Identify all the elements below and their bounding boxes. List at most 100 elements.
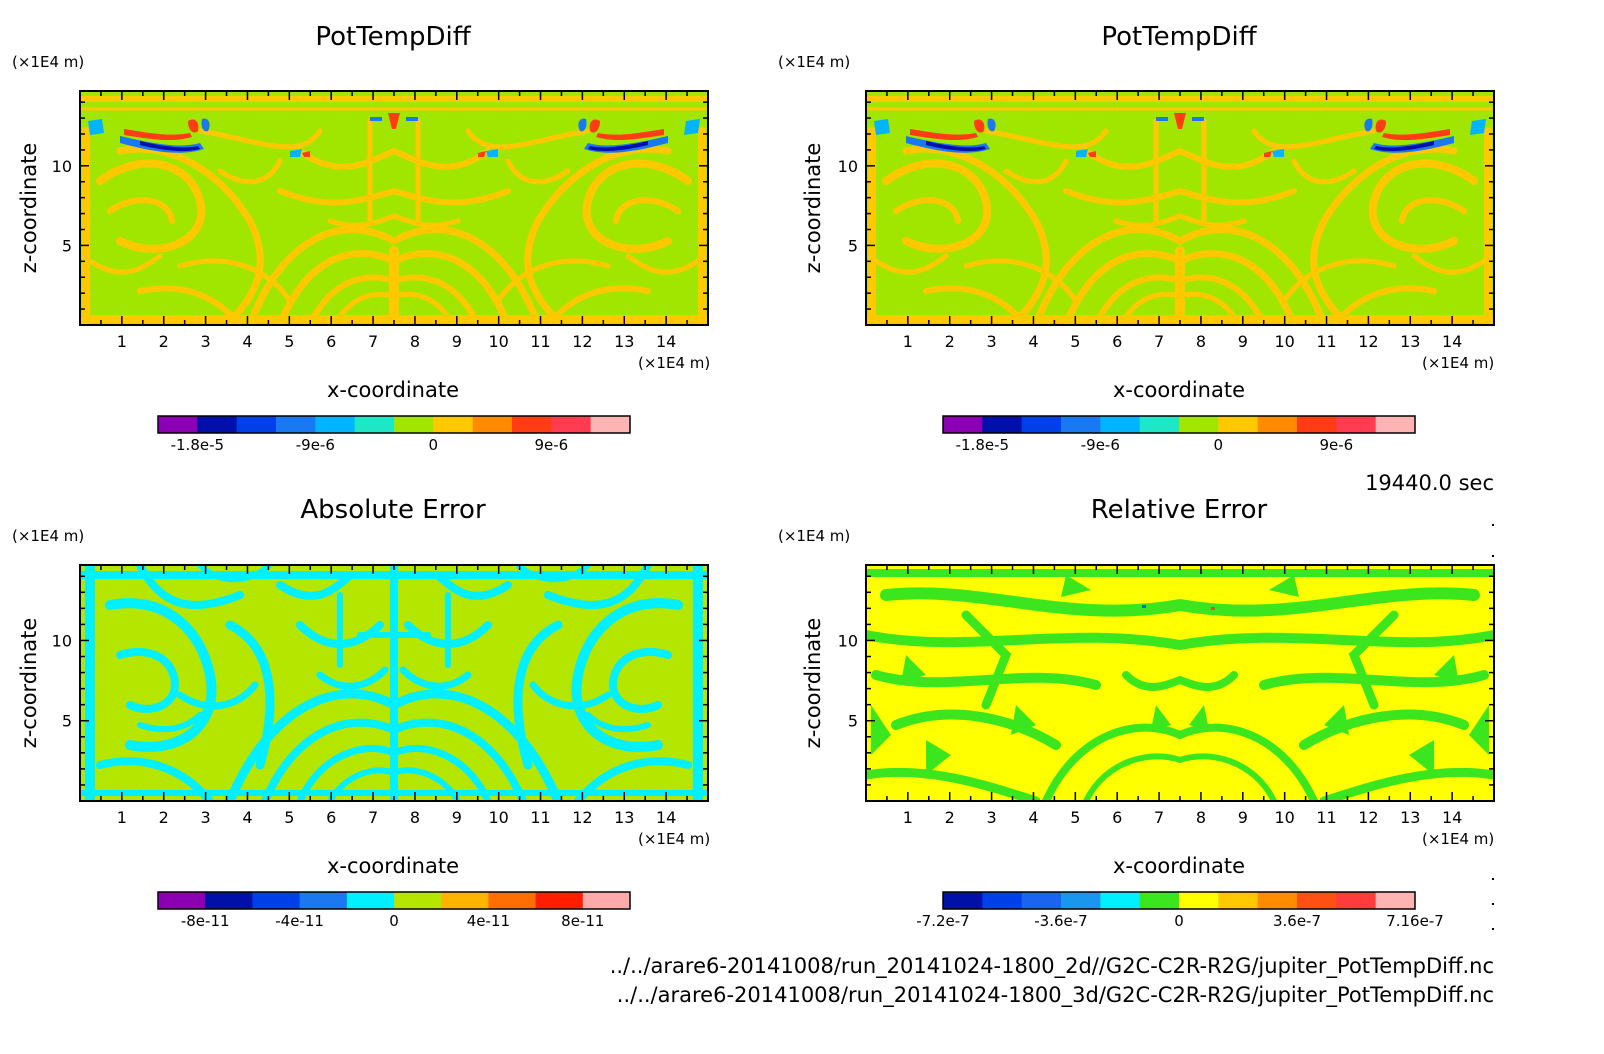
file-path-2d: ../../arare6-20141008/run_20141024-1800_… bbox=[610, 954, 1494, 979]
colorbar-swatch bbox=[1257, 416, 1298, 433]
colorbar-tick-label: -3.6e-7 bbox=[1034, 912, 1087, 930]
colorbar-swatch bbox=[551, 416, 592, 433]
colorbar-tick-label: 0 bbox=[429, 436, 439, 454]
x-tick-label: 4 bbox=[242, 332, 252, 351]
colorbar-tick-label: 3.6e-7 bbox=[1273, 912, 1321, 930]
x-tick-label: 7 bbox=[368, 808, 378, 827]
file-path-3d: ../../arare6-20141008/run_20141024-1800_… bbox=[617, 983, 1494, 1008]
colorbar-swatch bbox=[276, 416, 316, 433]
x-tick-label: 14 bbox=[1442, 332, 1462, 351]
colorbar-swatch bbox=[1218, 892, 1259, 909]
x-tick-label: 5 bbox=[1070, 332, 1080, 351]
colorbar-swatch bbox=[1021, 892, 1062, 909]
colorbar-tick-label: -7.2e-7 bbox=[916, 912, 969, 930]
x-tick-label: 9 bbox=[1238, 808, 1248, 827]
colorbar-swatch bbox=[943, 892, 983, 909]
colorbar-swatch bbox=[315, 416, 356, 433]
colorbar-swatch bbox=[512, 416, 552, 433]
y-axis-label: z-coordinate bbox=[801, 143, 825, 274]
x-tick-label: 8 bbox=[410, 808, 420, 827]
x-tick-label: 14 bbox=[656, 332, 676, 351]
y-unit-label: (×1E4 m) bbox=[12, 53, 84, 71]
colorbar-swatch bbox=[158, 416, 198, 433]
x-tick-label: 6 bbox=[326, 332, 336, 351]
y-tick-label: 10 bbox=[52, 157, 72, 176]
x-tick-label: 3 bbox=[201, 332, 211, 351]
y-tick-label: 10 bbox=[52, 631, 72, 650]
colorbar: -1.8e-5 -9e-6 0 9e-6 bbox=[942, 415, 1416, 454]
x-tick-label: 14 bbox=[1442, 808, 1462, 827]
x-tick-label: 2 bbox=[945, 332, 955, 351]
colorbar-frame bbox=[157, 891, 631, 910]
x-axis-label: x-coordinate bbox=[327, 378, 459, 402]
x-tick-label: 1 bbox=[903, 808, 913, 827]
x-tick-label: 4 bbox=[242, 808, 252, 827]
x-axis-label: x-coordinate bbox=[1113, 854, 1245, 878]
x-tick-label: 2 bbox=[945, 808, 955, 827]
colorbar-tick-label: -1.8e-5 bbox=[171, 436, 224, 454]
colorbar-swatch bbox=[982, 416, 1023, 433]
time-label: 19440.0 sec bbox=[1365, 471, 1494, 495]
heatmap-field bbox=[80, 91, 708, 325]
x-tick-label: 10 bbox=[1274, 808, 1294, 827]
x-tick-label: 10 bbox=[488, 332, 508, 351]
colorbar-swatch bbox=[1139, 416, 1180, 433]
x-tick-label: 3 bbox=[987, 332, 997, 351]
colorbar-frame bbox=[942, 415, 1416, 434]
x-unit-label: (×1E4 m) bbox=[1422, 830, 1494, 848]
colorbar-swatch bbox=[1218, 416, 1259, 433]
panel-pottempdiff-right: PotTempDiff (×1E4 m) 1 2 3 4 5 6 7 8 9 10 11 12 13 14… bbox=[778, 22, 1495, 454]
colorbar-frame bbox=[157, 415, 631, 434]
x-tick-label: 11 bbox=[530, 808, 550, 827]
x-tick-label: 13 bbox=[1400, 808, 1420, 827]
colorbar-swatch bbox=[1179, 416, 1219, 433]
x-tick-label: 12 bbox=[1358, 808, 1378, 827]
y-tick-label: 5 bbox=[62, 236, 72, 255]
x-tick-label: 6 bbox=[326, 808, 336, 827]
x-tick-label: 1 bbox=[903, 332, 913, 351]
x-tick-label: 9 bbox=[1238, 332, 1248, 351]
colorbar-tick-label: 9e-6 bbox=[1319, 436, 1353, 454]
x-tick-label: 10 bbox=[488, 808, 508, 827]
x-tick-label: 3 bbox=[987, 808, 997, 827]
colorbar-swatch bbox=[1297, 892, 1337, 909]
colorbar-swatch bbox=[1100, 416, 1141, 433]
x-tick-label: 6 bbox=[1112, 332, 1122, 351]
margin-dots bbox=[1492, 524, 1494, 930]
x-tick-label: 8 bbox=[1196, 332, 1206, 351]
colorbar-swatch bbox=[441, 892, 489, 909]
chart-title: PotTempDiff bbox=[315, 22, 471, 52]
x-tick-label: 2 bbox=[159, 332, 169, 351]
chart-title: Absolute Error bbox=[300, 495, 486, 525]
y-tick-label: 10 bbox=[838, 631, 858, 650]
x-tick-label: 8 bbox=[1196, 808, 1206, 827]
x-tick-label: 7 bbox=[1154, 808, 1164, 827]
colorbar-tick-label: 8e-11 bbox=[561, 912, 604, 930]
heatmap-field bbox=[866, 565, 1494, 801]
y-axis-label: z-coordinate bbox=[17, 143, 41, 274]
y-tick-label: 5 bbox=[62, 712, 72, 731]
colorbar: -8e-11 -4e-11 0 4e-11 8e-11 bbox=[157, 891, 631, 930]
x-tick-label: 7 bbox=[1154, 332, 1164, 351]
y-unit-label: (×1E4 m) bbox=[12, 527, 84, 545]
colorbar-swatch bbox=[1336, 416, 1377, 433]
colorbar-swatch bbox=[299, 892, 348, 909]
colorbar-swatch bbox=[472, 416, 513, 433]
x-axis-label: x-coordinate bbox=[1113, 378, 1245, 402]
chart-title: Relative Error bbox=[1091, 495, 1268, 525]
y-unit-label: (×1E4 m) bbox=[778, 53, 850, 71]
x-tick-label: 11 bbox=[1316, 808, 1336, 827]
colorbar-tick-label: 0 bbox=[389, 912, 399, 930]
y-tick-label: 5 bbox=[848, 712, 858, 731]
x-tick-label: 11 bbox=[530, 332, 550, 351]
x-tick-label: 13 bbox=[614, 808, 634, 827]
colorbar-tick-label: -9e-6 bbox=[296, 436, 335, 454]
panel-absolute-error: Absolute Error (×1E4 m) bbox=[12, 495, 710, 930]
colorbar-swatch bbox=[590, 416, 631, 433]
colorbar-tick-label: 7.16e-7 bbox=[1386, 912, 1444, 930]
colorbar-swatch bbox=[582, 892, 631, 909]
